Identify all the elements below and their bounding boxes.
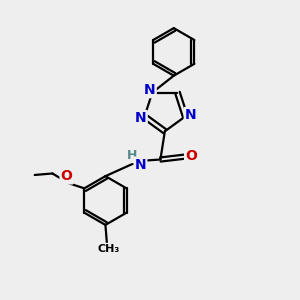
Text: H: H	[127, 149, 138, 162]
Text: N: N	[144, 83, 156, 97]
Text: N: N	[135, 158, 146, 172]
Text: CH₃: CH₃	[97, 244, 119, 254]
Text: N: N	[185, 108, 197, 122]
Text: O: O	[61, 169, 72, 184]
Text: N: N	[135, 111, 147, 125]
Text: O: O	[185, 149, 197, 163]
